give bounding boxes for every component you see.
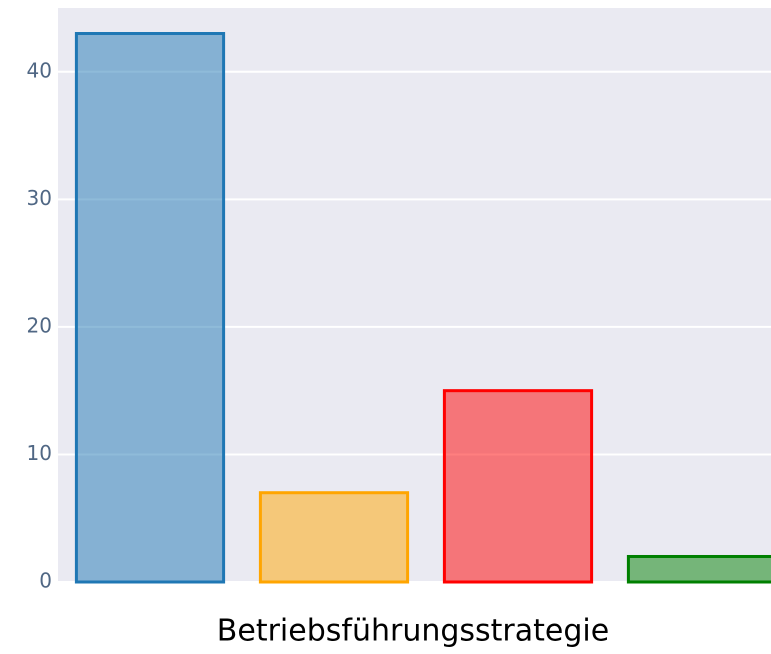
bar xyxy=(258,491,410,584)
y-tick-label: 20 xyxy=(27,313,52,337)
bar xyxy=(74,32,226,584)
bar xyxy=(626,554,771,584)
x-axis-title: Betriebsführungsstrategie xyxy=(217,614,609,649)
bar xyxy=(442,389,594,584)
bars xyxy=(74,32,771,584)
y-tick-label: 30 xyxy=(27,186,52,210)
y-tick-label: 10 xyxy=(27,441,52,465)
y-tick-label: 0 xyxy=(39,569,52,593)
y-tick-label: 40 xyxy=(27,58,52,82)
